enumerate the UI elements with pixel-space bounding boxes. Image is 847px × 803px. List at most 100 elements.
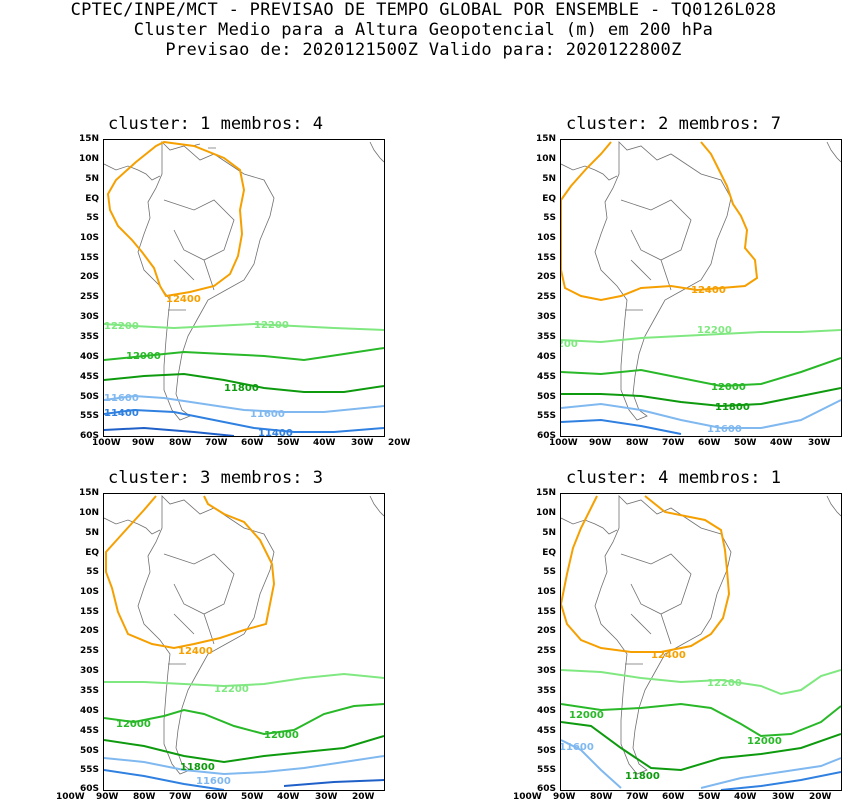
lon-tick: 80W	[590, 792, 613, 802]
lat-tick: 35S	[536, 686, 556, 696]
lat-tick: 5N	[85, 528, 99, 538]
label-11600: 11600	[707, 424, 742, 435]
lon-tick: 40W	[734, 792, 757, 802]
contour-11400	[720, 771, 842, 791]
map-panel-4-svg: 12400 12200 12200 12000 12000 11800 1160…	[525, 495, 842, 791]
central-america-coastline	[560, 517, 618, 535]
south-america-coastline	[137, 495, 275, 775]
label-11400-b: 11400	[258, 428, 293, 436]
label-11600: 11600	[196, 776, 231, 787]
contour-labels: 12400 12200 12000 12000 11800 11600	[116, 646, 299, 787]
contour-12400	[105, 495, 276, 650]
lat-tick: 60S	[536, 784, 556, 794]
lon-tick: 100W	[513, 792, 542, 802]
lat-tick: 10N	[535, 508, 556, 518]
lat-tick: 25S	[536, 646, 556, 656]
lat-tick: 25S	[536, 292, 556, 302]
lat-tick: 55S	[536, 411, 556, 421]
lat-tick: 35S	[536, 332, 556, 342]
label-11600-a: 11600	[104, 393, 139, 404]
contour-12200	[560, 329, 842, 344]
contour-12200	[560, 669, 842, 696]
label-12000-b: 12000	[264, 730, 299, 741]
label-12400: 12400	[651, 650, 686, 661]
contour-11400	[560, 418, 682, 435]
lat-tick: 55S	[79, 411, 99, 421]
country-borders	[620, 553, 692, 665]
lat-tick: 5N	[542, 174, 556, 184]
lat-tick: 10S	[79, 233, 99, 243]
lat-tick: 15N	[78, 488, 99, 498]
lat-tick: 10N	[78, 154, 99, 164]
label-12200-a: 12200	[104, 321, 139, 332]
lon-tick: 40W	[277, 792, 300, 802]
lat-tick: 10N	[535, 154, 556, 164]
lat-tick: 40S	[79, 706, 99, 716]
lat-tick: 45S	[536, 726, 556, 736]
central-america-coastline	[560, 163, 618, 181]
lon-tick: 30W	[351, 438, 374, 448]
lat-tick: 10S	[536, 233, 556, 243]
header-line-2: Cluster Medio para a Altura Geopotencial…	[133, 20, 714, 40]
contour-12000	[560, 357, 842, 388]
lat-tick: 55S	[536, 765, 556, 775]
panel-3-title: cluster: 3 membros: 3	[108, 468, 323, 488]
africa-coastline	[369, 495, 385, 517]
label-11600: 11600	[561, 742, 594, 753]
lon-tick: 60W	[205, 792, 228, 802]
label-11800: 11800	[715, 402, 750, 413]
lat-tick: 15S	[536, 607, 556, 617]
africa-coastline	[826, 495, 842, 517]
contour-11600	[560, 739, 622, 789]
map-panel-2-svg: 12400 12200 12200 12000 11800 11600	[543, 141, 842, 435]
label-12200-b: 12200	[254, 320, 289, 331]
lat-tick: 60S	[79, 784, 99, 794]
lat-tick: 45S	[79, 372, 99, 382]
lon-tick: 100W	[549, 438, 578, 448]
label-12200-b: 12200	[707, 678, 742, 689]
label-12400: 12400	[178, 646, 213, 657]
country-borders	[163, 553, 235, 665]
lon-tick: 70W	[626, 792, 649, 802]
label-12200-b: 12200	[561, 339, 578, 350]
lon-tick: 60W	[241, 438, 264, 448]
contour-11200	[103, 426, 235, 437]
lat-tick: EQ	[542, 548, 556, 558]
figure-header: CPTEC/INPE/MCT - PREVISAO DE TEMPO GLOBA…	[0, 0, 847, 60]
lat-tick: 30S	[536, 666, 556, 676]
lat-tick: 25S	[79, 646, 99, 656]
lat-tick: 5S	[86, 213, 99, 223]
lat-tick: 30S	[79, 312, 99, 322]
panel-2-title: cluster: 2 membros: 7	[566, 114, 781, 134]
lat-tick: 10S	[536, 587, 556, 597]
lat-tick: 15S	[79, 253, 99, 263]
central-america-coastline	[103, 517, 161, 535]
coastline-group	[560, 141, 842, 421]
lat-tick: 60S	[79, 431, 99, 441]
lat-tick: EQ	[85, 548, 99, 558]
label-12000-b: 12000	[747, 736, 782, 747]
lat-tick: 5S	[543, 567, 556, 577]
lon-tick: 30W	[772, 792, 795, 802]
lon-tick: 50W	[698, 792, 721, 802]
lat-tick: 55S	[79, 765, 99, 775]
lon-tick: 30W	[315, 792, 338, 802]
lat-tick: 15N	[535, 134, 556, 144]
header-line-1: CPTEC/INPE/MCT - PREVISAO DE TEMPO GLOBA…	[70, 0, 777, 20]
lon-tick: 20W	[352, 792, 375, 802]
lat-tick: 60S	[536, 431, 556, 441]
lon-tick: 70W	[662, 438, 685, 448]
lat-tick: 45S	[79, 726, 99, 736]
lat-tick: 45S	[536, 372, 556, 382]
africa-coastline	[826, 141, 842, 163]
lat-tick: 35S	[79, 332, 99, 342]
contour-lines	[560, 141, 842, 435]
label-11800: 11800	[180, 762, 215, 773]
lon-tick: 70W	[169, 792, 192, 802]
lat-tick: 15N	[78, 134, 99, 144]
lat-tick: 20S	[536, 626, 556, 636]
map-panel-2: 12400 12200 12200 12000 11800 11600	[543, 139, 842, 437]
label-12000-a: 12000	[569, 710, 604, 721]
contour-11600-south	[700, 757, 842, 789]
label-12200-a: 12200	[697, 325, 732, 336]
